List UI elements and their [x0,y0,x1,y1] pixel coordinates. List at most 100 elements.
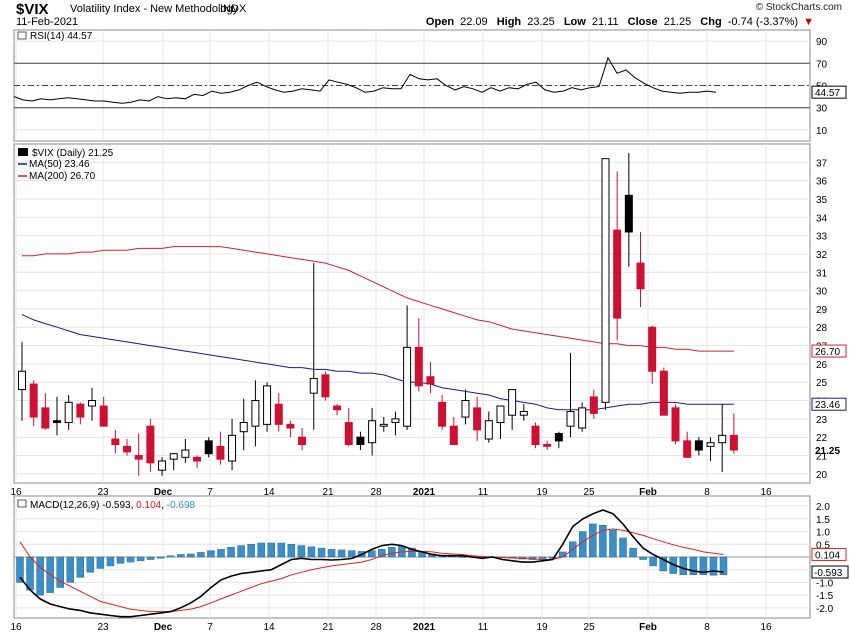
x-tick-label: 21 [322,487,334,498]
brand-watermark[interactable]: © StockCharts.com [755,2,842,13]
macd-histogram-bar [116,556,125,564]
quote-summary: Open 22.09 High 23.25 Low 21.11 Close 21… [426,16,814,28]
macd-histogram-bar [207,550,215,558]
candle [391,411,400,436]
candle-body [484,420,493,440]
macd-histogram-bar [16,556,24,583]
candle [298,428,307,451]
candle [18,341,26,421]
candle [53,396,62,436]
rsi-tick-label: 30 [816,104,828,115]
macd-histogram-bar [599,524,607,558]
price-value-label: 21.25 [815,446,840,457]
candle-body [76,403,85,418]
candle [41,393,50,430]
candle-body [333,405,342,411]
x-tick-label: 28 [370,622,382,633]
candle-body [204,440,213,455]
candle [88,387,97,421]
candle-body [589,396,598,414]
symbol: $VIX [16,1,49,18]
macd-histogram-bar [167,555,175,558]
candle [251,380,260,447]
price-tick-label: 28 [816,323,828,334]
candle [356,431,365,451]
candle-body [706,442,715,447]
macd-histogram-bar [639,556,647,560]
candle-legend-icon [18,148,28,156]
x-tick-label: 16 [760,487,772,498]
price-legend: $VIX (Daily) 21.25 [32,148,114,159]
rsi-line [13,56,717,104]
candle [694,437,703,456]
candle [239,398,248,451]
macd-histogram-bar [247,544,255,558]
candle-body [601,158,610,403]
x-tick-label: Feb [639,487,657,498]
candle-body [29,383,38,418]
candle-body [624,194,633,233]
candle [286,420,295,438]
candle [601,158,610,410]
candle [729,413,738,454]
rsi-tick-label: 70 [816,59,828,70]
high-value: 23.25 [527,16,555,28]
macd-histogram-bar [26,556,34,591]
candle [589,389,598,419]
candle-body [88,400,97,407]
macd-line [19,509,724,618]
macd-legend-signal: 0.104 [136,500,161,511]
candle-body [99,405,108,427]
candle [216,431,225,465]
candle [146,418,155,473]
low-label: Low [563,16,586,28]
ma200-value-box [811,344,847,358]
ma50-line [21,313,734,411]
price-tick-label: 36 [816,177,828,188]
chart-header: $VIX Volatility Index - New Methodology … [0,0,850,30]
macd-histogram-bar [217,549,225,558]
candle [111,429,120,454]
candle [76,402,85,425]
candle [438,395,447,430]
open-label: Open [425,16,455,28]
candle [461,389,470,425]
macd-histogram-bar [126,556,135,563]
candle [683,431,692,458]
macd-histogram-bar [277,542,286,558]
candle-body [251,400,260,427]
candle [659,367,668,416]
macd-tick-label: -2.0 [816,604,834,615]
candle [671,404,680,445]
candle-body [438,401,447,427]
macd-histogram-bar [629,547,637,558]
candle-body [158,460,167,471]
price-tick-label: 37 [816,158,828,169]
price-tick-label: 29 [816,305,828,316]
price-tick-label: 32 [816,250,828,261]
candle [344,407,353,447]
rsi-legend: RSI(14) 44.57 [30,31,93,42]
candle-body [473,407,482,431]
candle-body [683,440,692,458]
candle [403,305,412,430]
x-tick-label: 2021 [413,487,436,498]
candle [519,404,528,421]
rsi-legend-icon [17,31,27,40]
signal-value-box [811,547,847,561]
price-tick-label: 21 [816,452,828,463]
price-tick-label: 35 [816,195,828,206]
x-tick-label: 19 [536,487,548,498]
candle [263,382,272,432]
price-tick-label: 34 [816,213,828,224]
candle-body [659,370,668,416]
candle [158,457,167,476]
candle [554,431,563,449]
macd-histogram-bar [297,545,306,558]
candle [531,422,540,449]
macd-histogram-bar [156,556,165,559]
candle-body [181,449,190,458]
price-tick-label: 30 [816,287,828,298]
ma200-line [22,246,734,352]
